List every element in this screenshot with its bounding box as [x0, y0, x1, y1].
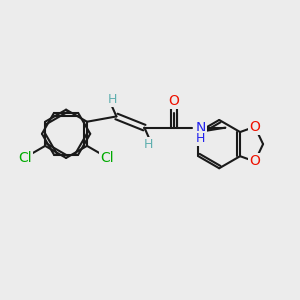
Text: H: H [196, 132, 205, 145]
Text: O: O [249, 120, 260, 134]
Text: O: O [168, 94, 179, 108]
Text: N: N [195, 121, 206, 135]
Text: O: O [249, 154, 260, 169]
Text: H: H [107, 93, 117, 106]
Text: Cl: Cl [100, 151, 114, 165]
Text: H: H [144, 138, 154, 151]
Text: Cl: Cl [18, 151, 32, 165]
